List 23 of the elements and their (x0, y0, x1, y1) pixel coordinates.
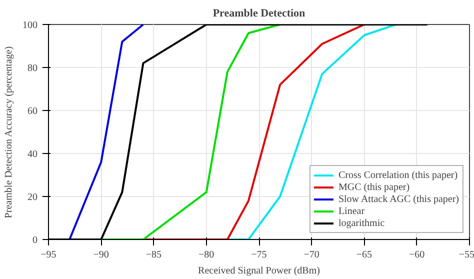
x-tick-label: −90 (93, 250, 109, 260)
legend-label: Linear (338, 205, 365, 217)
y-tick-label: 60 (28, 106, 38, 117)
x-tick-label: −85 (146, 250, 162, 260)
chart-title: Preamble Detection (212, 8, 306, 20)
y-tick-label: 0 (32, 235, 38, 246)
legend-label: Slow Attack AGC (this paper) (338, 193, 459, 205)
y-tick-label: 20 (28, 192, 38, 203)
legend-label: MGC (this paper) (338, 181, 410, 193)
legend-label: Cross Correlation (this paper) (338, 169, 458, 181)
y-axis-title: Preamble Detection Accuracy (percentage) (4, 46, 14, 218)
x-tick-label: −95 (40, 250, 56, 260)
x-tick-label: −80 (198, 250, 214, 260)
y-tick-label: 80 (28, 63, 38, 74)
x-tick-label: −75 (251, 250, 267, 260)
x-tick-label: −60 (409, 250, 425, 260)
x-tick-label: −70 (304, 250, 320, 260)
y-tick-label: 100 (22, 20, 38, 31)
x-tick-label: −55 (458, 250, 474, 260)
legend-label: logarithmic (338, 217, 385, 229)
x-tick-label: −65 (356, 250, 372, 260)
y-tick-label: 40 (28, 149, 38, 160)
x-axis-title: Received Signal Power (dBm) (198, 266, 320, 276)
